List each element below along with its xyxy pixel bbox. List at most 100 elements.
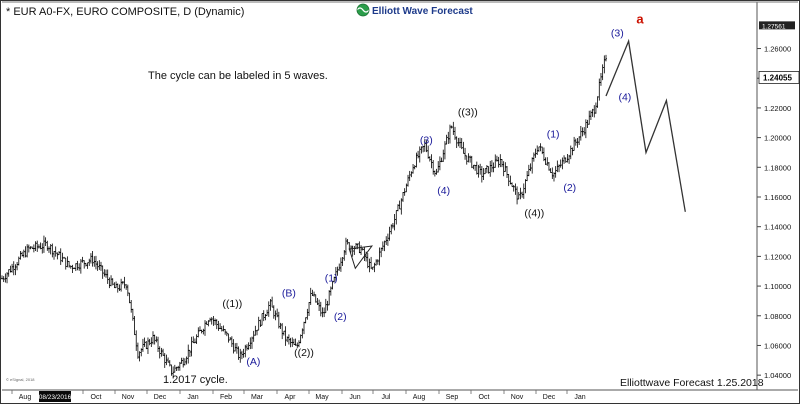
candle (413, 165, 416, 170)
candle (407, 174, 410, 187)
candle (489, 160, 492, 177)
candle (126, 284, 129, 297)
candle (551, 167, 554, 180)
candle (14, 264, 17, 276)
candle (566, 154, 569, 163)
candle (500, 158, 503, 168)
candle (116, 283, 119, 293)
candle (378, 247, 381, 266)
candle (197, 327, 200, 338)
y-tick-label: 1.12000 (764, 252, 791, 261)
candle (395, 210, 398, 225)
last-price-label: 1.24055 (763, 73, 792, 82)
candle (388, 226, 391, 241)
wave-label: (1) (325, 273, 338, 285)
candle (34, 241, 37, 252)
candle (185, 356, 188, 365)
candle (294, 338, 297, 346)
candle (517, 192, 520, 200)
x-tick-label: Nov (511, 394, 524, 401)
candle (262, 310, 265, 322)
candle (303, 321, 305, 335)
candle (506, 166, 509, 178)
candle (470, 155, 473, 169)
candle (145, 341, 148, 350)
x-tick-label: Feb (220, 394, 232, 401)
candle (537, 146, 540, 152)
candle (546, 157, 549, 166)
candle (323, 307, 326, 318)
candle (583, 127, 586, 136)
candle (455, 136, 458, 149)
candle (190, 336, 193, 357)
y-axis: 1.260001.240001.220001.200001.180001.160… (757, 21, 800, 380)
candle (71, 264, 74, 274)
x-tick-label: 08/23/2016 (39, 394, 72, 401)
candle (247, 342, 250, 350)
candle (408, 170, 411, 182)
wave-label: (4) (437, 185, 450, 197)
candle (313, 291, 316, 297)
candle (594, 102, 597, 114)
candle (103, 269, 106, 277)
candle (401, 192, 404, 202)
candle (319, 301, 322, 317)
candle (222, 325, 225, 332)
candle (368, 258, 371, 273)
last-price-badge (758, 71, 800, 84)
x-tick-label: Oct (91, 394, 102, 401)
wave-label: ((1)) (222, 298, 242, 310)
candle (326, 300, 329, 311)
candle (106, 269, 109, 284)
esignal-watermark: © eSignal, 2018 (6, 377, 35, 382)
candle (472, 164, 475, 170)
candle (457, 137, 460, 147)
candle (217, 320, 220, 331)
candle (19, 250, 22, 260)
candle (467, 153, 470, 163)
candle (599, 72, 602, 86)
candle (47, 246, 50, 253)
candle (239, 348, 242, 363)
candle (44, 237, 47, 246)
wave-label: (B) (282, 287, 296, 299)
candle (576, 137, 579, 148)
candle (427, 145, 430, 159)
candle (160, 347, 163, 357)
cycle-note: 1.2017 cycle. (163, 374, 228, 386)
candle (274, 310, 277, 321)
candle (422, 145, 425, 153)
candle (37, 244, 40, 249)
candle (158, 346, 161, 359)
candle (195, 334, 198, 344)
prev-price-badge (759, 21, 795, 30)
candle (66, 256, 69, 268)
candle (428, 156, 431, 162)
brand-name: Elliott Wave Forecast (372, 6, 473, 17)
candle (410, 171, 413, 178)
candle (507, 174, 510, 187)
candle (136, 342, 139, 359)
candle (133, 315, 136, 336)
candle (511, 182, 514, 188)
y-tick-label: 1.04000 (764, 371, 791, 380)
candle (277, 311, 280, 329)
candle (282, 330, 285, 336)
footer-credit: Elliottwave Forecast 1.25.2018 (620, 377, 764, 389)
candle (469, 155, 472, 163)
candle (464, 147, 467, 160)
candle (573, 136, 576, 152)
wave-label: (1) (547, 129, 560, 141)
candle (279, 322, 282, 330)
candle (502, 161, 505, 177)
candle (91, 250, 94, 267)
candle (26, 244, 29, 258)
candle (257, 316, 260, 331)
candle (76, 260, 79, 271)
candle (526, 171, 529, 182)
triangle-outline (348, 245, 374, 270)
candle (383, 240, 386, 252)
candle (603, 55, 606, 74)
candle (292, 338, 295, 345)
